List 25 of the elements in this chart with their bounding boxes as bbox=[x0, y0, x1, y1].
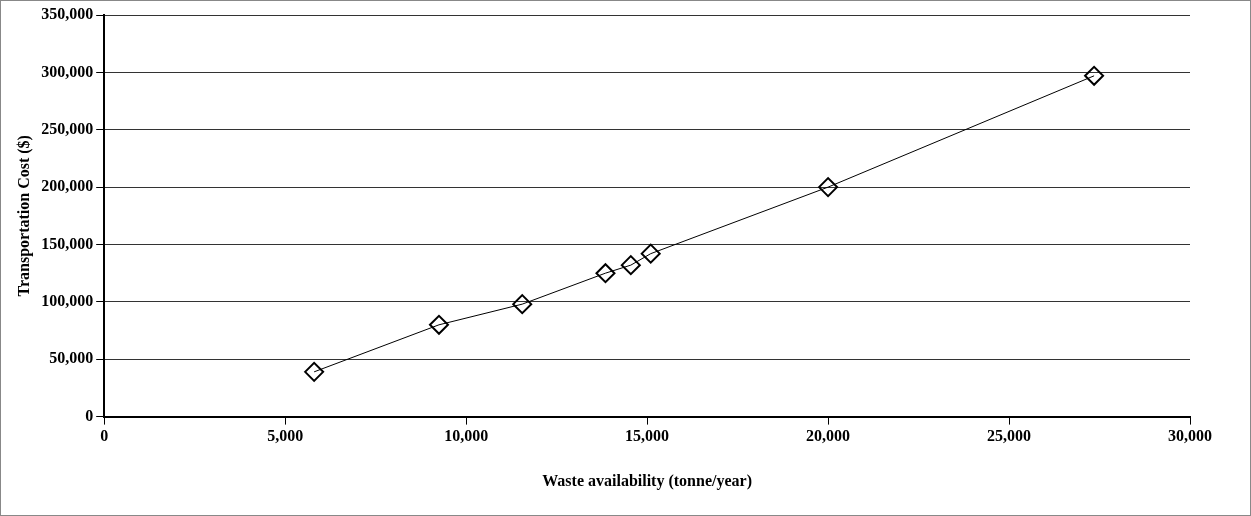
point bbox=[512, 294, 533, 315]
x-tick-label: 0 bbox=[100, 427, 109, 445]
y-tick-label: 50,000 bbox=[49, 349, 94, 367]
point bbox=[640, 243, 661, 264]
point bbox=[620, 255, 641, 276]
point bbox=[1084, 65, 1105, 86]
y-axis-title: Transportation Cost ($) bbox=[14, 135, 33, 297]
y-tick-label: 250,000 bbox=[41, 119, 94, 137]
x-tick-label: 25,000 bbox=[987, 427, 1032, 445]
x-tick-label: 10,000 bbox=[444, 427, 489, 445]
point bbox=[595, 263, 616, 284]
point bbox=[304, 361, 325, 382]
y-tick-label: 200,000 bbox=[41, 177, 94, 195]
point bbox=[428, 314, 449, 335]
y-tick-label: 350,000 bbox=[41, 5, 94, 23]
y-tick-label: 0 bbox=[85, 406, 94, 424]
x-tick-label: 20,000 bbox=[806, 427, 851, 445]
y-tick-label: 100,000 bbox=[41, 292, 94, 309]
y-tick-label: 150,000 bbox=[41, 234, 94, 252]
x-axis-title: Waste availability (tonne/year) bbox=[542, 471, 752, 490]
x-tick-label: 5,000 bbox=[267, 427, 304, 445]
x-tick-label: 30,000 bbox=[1168, 427, 1212, 445]
x-tick-label: 15,000 bbox=[625, 427, 670, 445]
y-tick-label: 300,000 bbox=[41, 62, 94, 80]
point bbox=[818, 177, 839, 198]
